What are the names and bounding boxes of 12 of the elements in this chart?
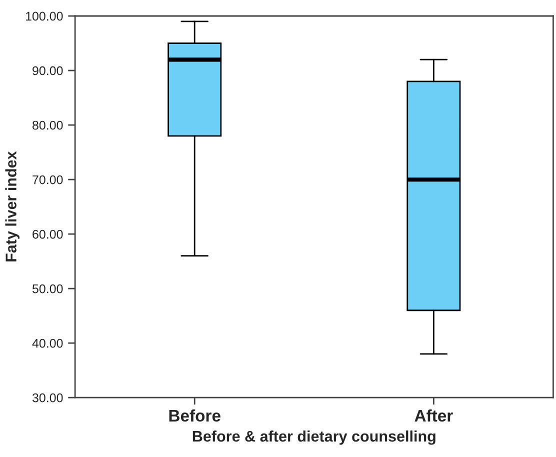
y-axis-title: Faty liver index [5, 151, 20, 262]
y-tick-label: 50.00 [32, 284, 63, 294]
y-tick-label: 30.00 [32, 393, 63, 402]
y-tick-label: 70.00 [32, 175, 63, 184]
x-axis-title: Before & after dietary counselling [192, 430, 436, 445]
y-tick-label: 80.00 [32, 120, 63, 130]
x-tick-label: Before [169, 409, 220, 422]
y-tick-label: 40.00 [32, 338, 63, 348]
y-tick-label: 100.00 [26, 12, 63, 21]
y-tick-label: 90.00 [32, 66, 63, 76]
y-tick-label: 60.00 [32, 230, 63, 239]
x-tick-label: After [414, 409, 453, 422]
